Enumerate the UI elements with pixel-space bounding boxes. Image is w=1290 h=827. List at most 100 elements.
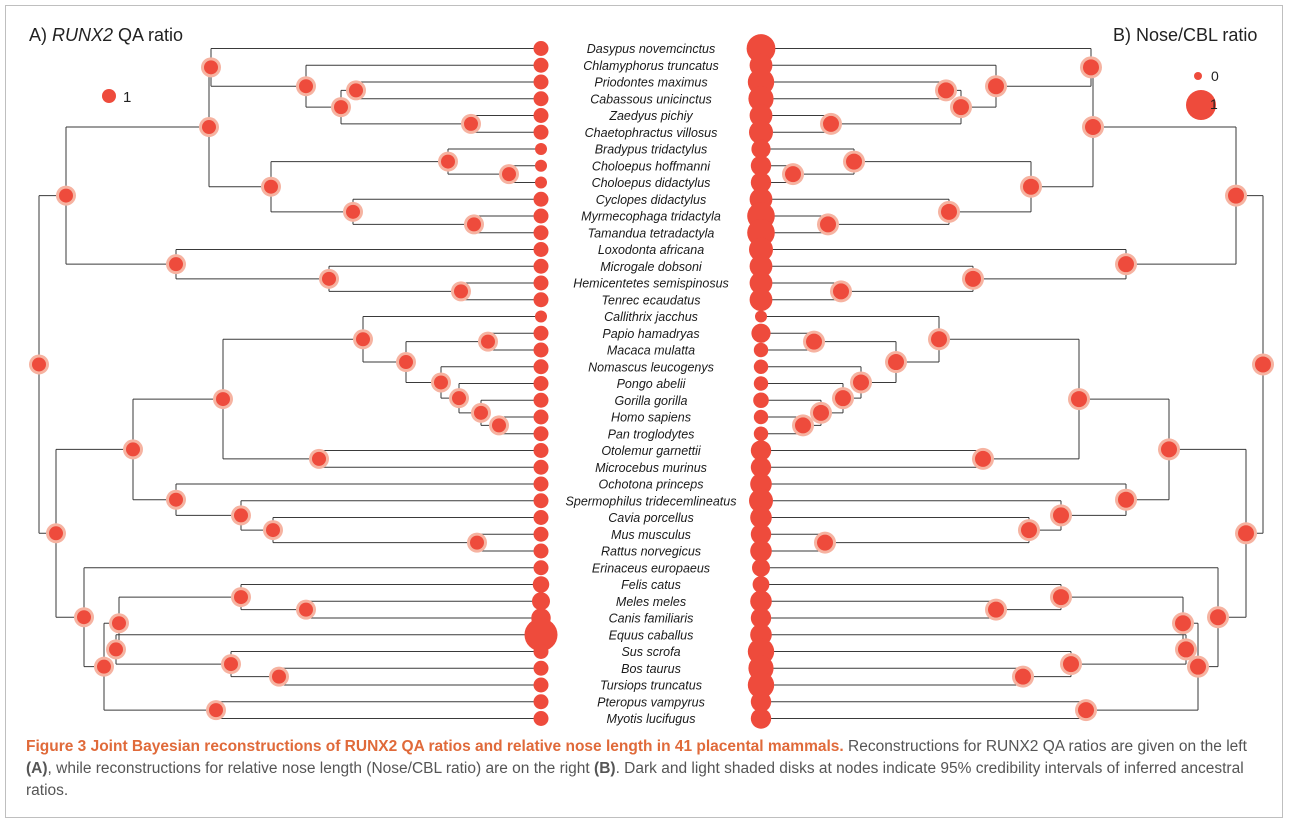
node-ci-dark [941,203,957,220]
tip-disk-b [750,540,772,562]
tip-disk-a [533,526,549,542]
node-ci-dark [833,283,849,300]
tip-disk-b [750,708,772,729]
caption-text-3: . Dark and light shaded disks at nodes i… [26,760,1244,799]
node-ci-dark [470,535,484,550]
tip-disk-a [533,476,549,492]
node-ci-dark [299,79,313,94]
node-ci-dark [474,405,488,420]
node-ci-dark [1063,656,1079,673]
tip-disk-b [749,104,773,127]
tip-disk-b [752,558,770,577]
tip-disk-a [533,426,549,442]
caption-b-ref: (B) [594,760,616,777]
species-label: Pongo abelii [617,377,687,391]
tip-disk-a [533,459,549,475]
species-labels: Dasypus novemcinctus Chlamyphorus truncat… [566,42,737,726]
figure-frame: Dasypus novemcinctus Chlamyphorus truncat… [5,5,1283,818]
node-ci-dark [216,392,230,407]
tip-disk-b [753,426,769,441]
node-ci-dark [349,83,363,98]
species-label: Mus musculus [611,528,691,542]
species-label: Loxodonta africana [598,243,704,257]
tip-disk-b [750,473,772,495]
tip-disk-a [533,493,549,509]
tip-disk-a [535,176,547,189]
node-ci-dark [1178,641,1194,658]
node-ci-dark [356,332,370,347]
species-label: Myrmecophaga tridactyla [581,210,721,224]
panel-a-title: A) RUNX2 QA ratio [29,25,183,45]
tip-disk-b [751,323,771,343]
node-ci-dark [169,257,183,272]
species-label: Papio hamadryas [602,327,699,341]
species-label: Microcebus murinus [595,461,707,475]
node-ci-dark [1023,178,1039,195]
node-ci-dark [988,601,1004,618]
node-ci-dark [126,442,140,457]
tip-disk-b [746,34,776,63]
node-ci-dark [795,417,811,434]
node-ci-dark [169,492,183,507]
node-ci-dark [481,334,495,349]
node-ci-dark [1238,525,1254,542]
tip-disk-a [533,208,549,224]
tip-disks-b [746,34,776,729]
tip-disk-a [533,543,549,559]
tip-disk-a [535,159,547,172]
legend-b-min: 0 [1211,68,1219,84]
species-label: Cabassous unicinctus [590,92,712,106]
node-ci-dark [1118,256,1134,273]
tip-disk-b [748,86,774,112]
node-ci-dark [1190,658,1206,675]
tip-disk-b [750,590,772,613]
node-ci-dark [1053,507,1069,524]
node-ci-dark [1175,615,1191,632]
node-ci-dark [1053,589,1069,606]
species-label: Ochotona princeps [599,478,704,492]
species-label: Chlamyphorus truncatus [583,59,718,73]
legend-b-max: 1 [1210,96,1218,112]
node-ci-dark [785,166,801,183]
node-ci-dark [975,450,991,467]
tip-disk-b [751,139,771,159]
node-ci-dark [77,610,91,625]
tip-disk-a [533,242,549,257]
species-label: Zaedyus pichiy [608,109,693,123]
species-label: Felis catus [621,578,681,592]
species-label: Rattus norvegicus [601,545,701,559]
node-ci-dark [1255,356,1271,373]
tip-disk-b [749,271,773,295]
species-label: Bradypus tridactylus [595,143,708,157]
tip-disk-a [533,677,549,693]
node-ci-dark [853,374,869,391]
tip-disk-a [535,310,547,323]
tip-disk-b [753,359,769,374]
species-label: Hemicentetes semispinosus [573,277,729,291]
tip-disk-b [749,288,773,312]
node-ci-dark [266,523,280,538]
tip-disk-b [749,488,773,513]
node-ci-dark [846,153,862,170]
phylogeny-figure: Dasypus novemcinctus Chlamyphorus truncat… [29,25,1274,729]
species-label: Tamandua tetradactyla [588,226,715,240]
species-label: Choloepus hoffmanni [592,159,711,173]
node-ci-dark [492,418,506,433]
node-ci-dark [32,357,46,372]
species-label: Homo sapiens [611,411,691,425]
tip-disk-b [749,254,773,278]
species-label: Myotis lucifugus [607,712,696,726]
node-ci-dark [965,270,981,287]
caption-text-2: , while reconstructions for relative nos… [47,760,595,777]
tip-disk-a [532,576,550,593]
node-ci-dark [931,331,947,348]
node-ci-dark [264,179,278,194]
caption-a-ref: (A) [26,760,48,777]
species-label: Tenrec ecaudatus [602,293,701,307]
tip-disk-a [533,124,549,140]
tip-disk-b [752,576,770,593]
node-ci-dark [1161,441,1177,458]
tip-disk-a [533,108,549,123]
node-ci-dark [1015,668,1031,685]
species-label: Nomascus leucogenys [588,360,714,374]
